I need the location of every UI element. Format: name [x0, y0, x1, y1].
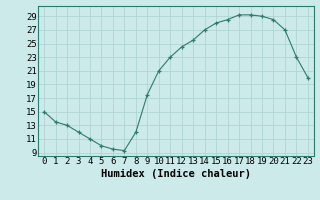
X-axis label: Humidex (Indice chaleur): Humidex (Indice chaleur): [101, 169, 251, 179]
